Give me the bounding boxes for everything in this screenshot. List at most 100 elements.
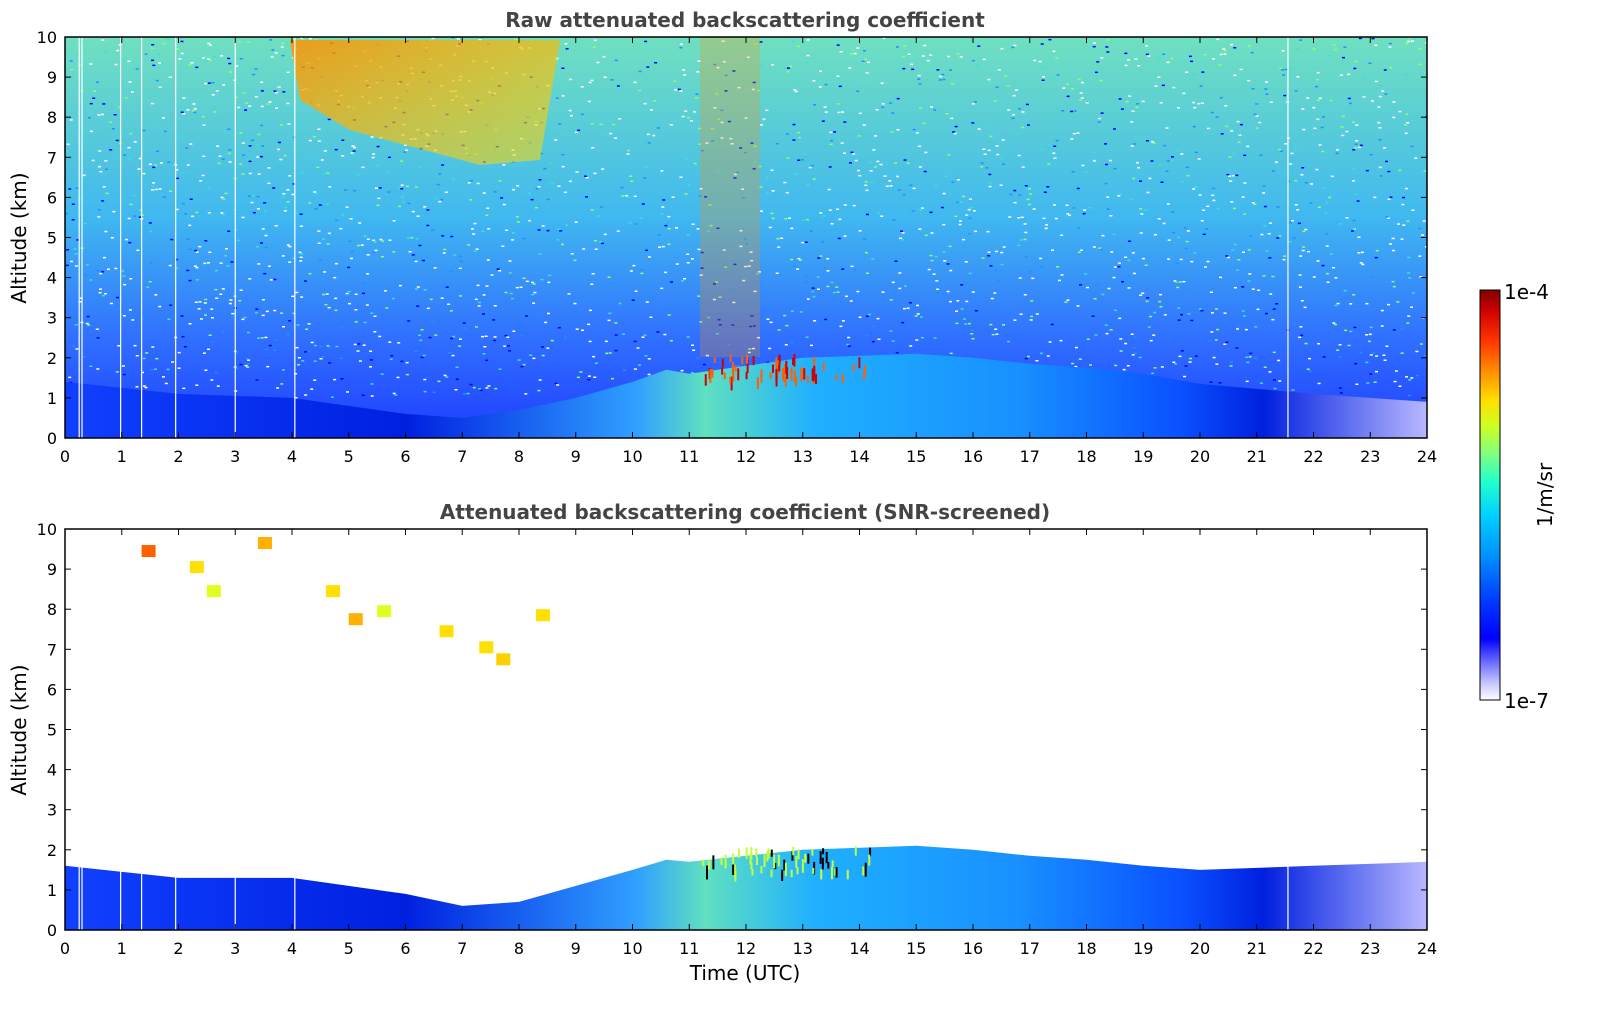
noise-pixel [321, 356, 325, 358]
noise-pixel [1078, 358, 1082, 360]
cirrus-streak [377, 605, 392, 618]
noise-pixel [638, 89, 641, 92]
noise-pixel [1129, 198, 1133, 201]
noise-pixel [989, 323, 993, 326]
noise-pixel [732, 70, 736, 72]
noise-pixel [1141, 257, 1145, 260]
noise-pixel [1245, 81, 1249, 84]
noise-pixel [1190, 260, 1194, 263]
noise-pixel [587, 323, 591, 326]
noise-pixel [501, 245, 505, 247]
noise-pixel [1235, 347, 1239, 349]
noise-pixel [322, 172, 326, 175]
noise-pixel [220, 55, 224, 57]
noise-pixel [235, 367, 239, 370]
noise-pixel [154, 368, 157, 370]
noise-pixel [1415, 350, 1419, 353]
noise-pixel [1404, 73, 1408, 76]
noise-pixel [611, 377, 614, 380]
noise-pixel [170, 238, 174, 241]
noise-pixel [1276, 206, 1280, 208]
noise-pixel [1406, 322, 1410, 324]
noise-pixel [959, 56, 963, 58]
cloud-spike [770, 849, 773, 857]
noise-pixel [508, 350, 512, 352]
noise-pixel [1241, 196, 1245, 198]
noise-pixel [335, 345, 339, 348]
noise-pixel [1419, 343, 1423, 345]
noise-pixel [1113, 266, 1117, 268]
noise-pixel [392, 251, 396, 253]
cloud-spike [796, 867, 799, 875]
noise-pixel [1166, 160, 1170, 162]
noise-pixel [203, 262, 207, 265]
noise-pixel [744, 265, 748, 268]
noise-pixel [1334, 49, 1337, 51]
noise-pixel [1194, 151, 1198, 154]
noise-pixel [288, 175, 292, 177]
noise-pixel [818, 86, 822, 88]
noise-pixel [334, 309, 338, 312]
noise-pixel [105, 192, 109, 195]
noise-pixel [104, 230, 108, 233]
noise-pixel [1334, 323, 1337, 326]
noise-pixel [325, 293, 329, 295]
noise-pixel [792, 139, 796, 141]
noise-pixel [1248, 273, 1252, 275]
noise-pixel [1267, 233, 1271, 235]
noise-pixel [1186, 175, 1190, 177]
noise-pixel [87, 320, 91, 323]
noise-pixel [216, 385, 220, 387]
noise-pixel [328, 362, 331, 364]
noise-pixel [504, 291, 508, 294]
cloud-spike [835, 867, 838, 878]
y-tick-label: 2 [47, 841, 57, 860]
noise-pixel [1093, 298, 1097, 300]
noise-pixel [654, 62, 658, 64]
noise-pixel [1347, 73, 1351, 76]
noise-pixel [870, 151, 874, 153]
noise-pixel [211, 82, 215, 84]
noise-pixel [1294, 204, 1298, 206]
noise-pixel [836, 75, 840, 77]
noise-pixel [1265, 93, 1269, 95]
noise-pixel [459, 295, 462, 297]
noise-pixel [135, 68, 139, 70]
noise-pixel [373, 331, 377, 333]
noise-pixel [969, 206, 973, 209]
noise-pixel [486, 207, 490, 209]
noise-pixel [793, 89, 797, 91]
noise-pixel [151, 185, 155, 188]
noise-pixel [316, 166, 320, 169]
noise-pixel [1294, 90, 1298, 92]
noise-pixel [1394, 370, 1398, 372]
noise-pixel [894, 162, 898, 164]
y-tick-label: 9 [47, 68, 57, 87]
noise-pixel [127, 146, 131, 149]
noise-pixel [891, 340, 895, 342]
noise-pixel [1308, 370, 1312, 372]
noise-pixel [1260, 233, 1264, 236]
noise-pixel [826, 258, 830, 260]
noise-pixel [839, 325, 843, 328]
noise-pixel [591, 147, 595, 149]
noise-pixel [1228, 156, 1232, 158]
noise-pixel [142, 129, 146, 132]
noise-pixel [400, 184, 404, 186]
noise-pixel [198, 245, 202, 248]
noise-pixel [1405, 376, 1408, 378]
noise-pixel [724, 90, 728, 92]
noise-pixel [239, 363, 243, 366]
noise-pixel [1180, 350, 1184, 352]
noise-pixel [1178, 281, 1182, 283]
noise-pixel [166, 38, 170, 41]
noise-pixel [709, 224, 713, 227]
cloud-spike [827, 861, 830, 869]
noise-pixel [1137, 166, 1141, 169]
noise-pixel [1407, 40, 1411, 43]
noise-pixel [207, 58, 211, 60]
noise-pixel [472, 233, 476, 235]
noise-pixel [1254, 326, 1258, 328]
noise-pixel [282, 369, 285, 371]
noise-pixel [891, 281, 895, 284]
